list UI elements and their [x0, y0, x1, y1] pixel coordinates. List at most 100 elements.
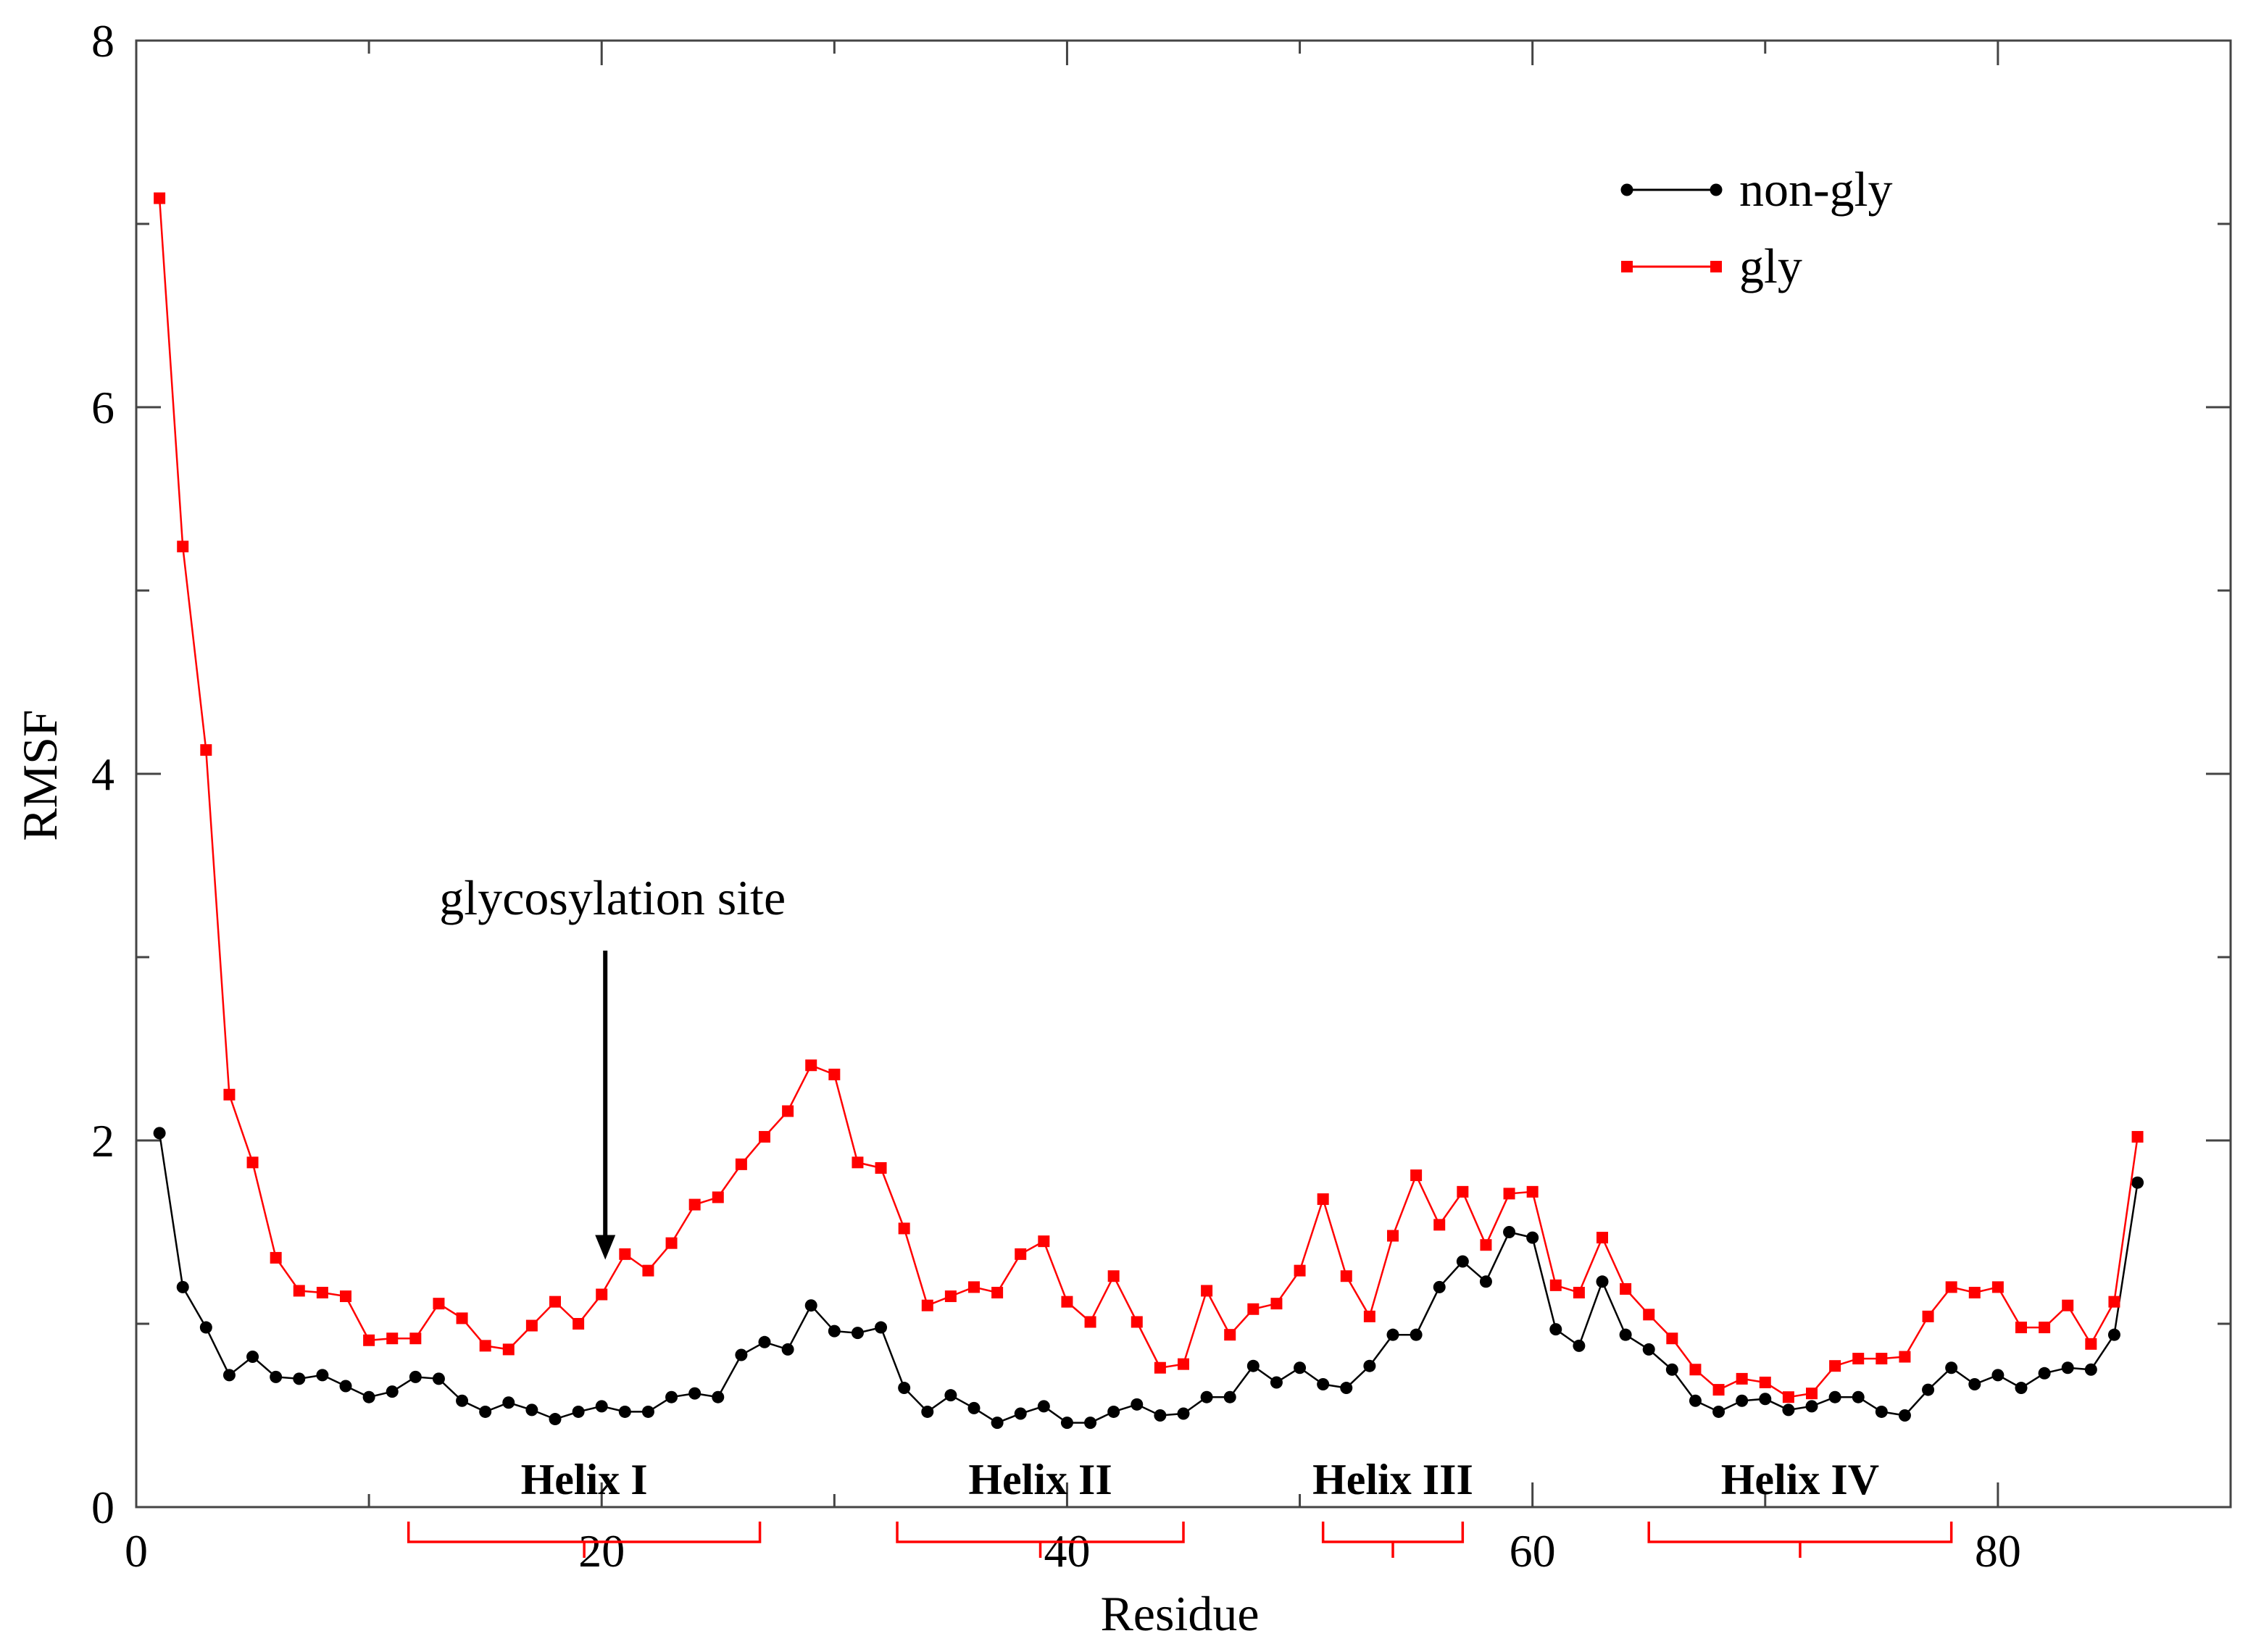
data-point-non-gly: [1828, 1390, 1841, 1403]
data-point-non-gly: [525, 1403, 538, 1417]
data-point-gly: [1317, 1193, 1329, 1205]
data-point-non-gly: [2038, 1367, 2051, 1380]
data-point-non-gly: [479, 1405, 492, 1418]
data-point-non-gly: [1852, 1390, 1865, 1403]
x-tick-label: 20: [578, 1525, 625, 1577]
series-non-gly: [153, 1127, 2144, 1430]
data-point-non-gly: [1596, 1275, 1609, 1288]
data-point-gly: [1945, 1281, 1957, 1293]
data-point-gly: [735, 1158, 747, 1170]
helix-brace: [896, 1522, 1185, 1558]
data-point-gly: [409, 1332, 422, 1345]
data-point-non-gly: [1037, 1400, 1050, 1413]
data-point-non-gly: [1805, 1400, 1818, 1413]
data-point-non-gly: [1922, 1383, 1935, 1396]
data-point-gly: [1620, 1282, 1632, 1295]
data-point-non-gly: [549, 1413, 562, 1426]
data-point-gly: [246, 1156, 259, 1169]
data-point-gly: [688, 1198, 701, 1211]
y-tick-label: 4: [91, 748, 115, 800]
data-point-non-gly: [712, 1390, 725, 1403]
data-point-gly: [828, 1068, 841, 1080]
data-point-gly: [1689, 1364, 1702, 1376]
data-point-non-gly: [386, 1385, 399, 1398]
data-point-gly: [1061, 1296, 1073, 1308]
data-point-non-gly: [1456, 1255, 1469, 1268]
data-point-gly: [1457, 1185, 1469, 1198]
data-point-gly: [1736, 1372, 1748, 1385]
data-point-non-gly: [1270, 1376, 1283, 1389]
data-point-non-gly: [1386, 1328, 1399, 1341]
data-point-non-gly: [362, 1390, 375, 1403]
data-point-gly: [968, 1281, 980, 1293]
data-point-non-gly: [781, 1343, 794, 1356]
data-point-non-gly: [246, 1351, 259, 1364]
helix-label: Helix II: [968, 1456, 1112, 1503]
data-point-non-gly: [1759, 1393, 1772, 1406]
data-point-gly: [340, 1290, 351, 1303]
data-point-non-gly: [1200, 1390, 1213, 1403]
data-point-non-gly: [1898, 1409, 1911, 1422]
data-point-non-gly: [618, 1405, 631, 1418]
data-point-gly: [1806, 1388, 1818, 1400]
data-point-non-gly: [1968, 1377, 1981, 1390]
data-point-gly: [573, 1318, 585, 1330]
data-point-gly: [1294, 1264, 1306, 1277]
data-point-gly: [293, 1285, 305, 1297]
data-point-gly: [1270, 1298, 1283, 1310]
data-point-gly: [1084, 1316, 1096, 1328]
data-point-non-gly: [1665, 1363, 1678, 1376]
data-point-gly: [2131, 1130, 2144, 1143]
series-line-gly: [158, 198, 2139, 1398]
data-point-gly: [433, 1298, 445, 1310]
data-point-gly: [1597, 1232, 1608, 1244]
data-point-non-gly: [1945, 1361, 1958, 1374]
legend-label: non-gly: [1739, 162, 1893, 217]
legend-marker: [1710, 261, 1722, 272]
data-point-gly: [921, 1299, 933, 1311]
data-point-gly: [1340, 1270, 1352, 1282]
data-point-non-gly: [1223, 1390, 1236, 1403]
data-point-gly: [386, 1332, 399, 1345]
data-point-gly: [991, 1286, 1004, 1298]
data-point-non-gly: [572, 1405, 585, 1418]
data-point-non-gly: [176, 1280, 189, 1293]
data-point-gly: [2062, 1299, 2074, 1311]
data-point-non-gly: [1433, 1280, 1446, 1293]
series-line-non-gly: [158, 1132, 2139, 1424]
data-point-gly: [177, 541, 189, 553]
data-point-gly: [1573, 1286, 1585, 1298]
data-point-gly: [805, 1059, 817, 1072]
data-point-non-gly: [1340, 1382, 1353, 1395]
data-point-non-gly: [1084, 1417, 1097, 1430]
data-point-non-gly: [222, 1369, 236, 1382]
plot-area-border: [135, 39, 2232, 1509]
glycosylation-arrow-head: [595, 1235, 616, 1260]
x-tick-label: 40: [1044, 1525, 1090, 1577]
data-point-non-gly: [270, 1370, 283, 1383]
data-point-gly: [1154, 1361, 1166, 1374]
data-point-non-gly: [1479, 1275, 1492, 1288]
data-point-gly: [1759, 1376, 1771, 1388]
data-point-gly: [1991, 1281, 2004, 1293]
data-point-non-gly: [199, 1321, 212, 1334]
data-point-non-gly: [1246, 1359, 1260, 1372]
legend-item-gly: gly: [1621, 238, 1802, 293]
glycosylation-site-label: glycosylation site: [439, 870, 786, 925]
data-point-non-gly: [1317, 1377, 1330, 1390]
data-series: [153, 192, 2144, 1430]
data-point-non-gly: [1294, 1361, 1307, 1374]
data-point-non-gly: [1060, 1417, 1073, 1430]
data-point-gly: [1549, 1279, 1562, 1291]
data-point-gly: [2039, 1322, 2051, 1334]
data-point-non-gly: [688, 1387, 702, 1400]
data-point-gly: [1852, 1353, 1865, 1365]
helix-brace: [407, 1522, 762, 1558]
data-point-non-gly: [1991, 1369, 2005, 1382]
y-axis-title: RMSF: [12, 709, 67, 840]
data-point-non-gly: [1363, 1359, 1376, 1372]
data-point-non-gly: [432, 1372, 445, 1385]
data-point-non-gly: [1619, 1328, 1632, 1341]
data-point-non-gly: [1689, 1394, 1702, 1407]
data-point-gly: [1107, 1270, 1120, 1282]
